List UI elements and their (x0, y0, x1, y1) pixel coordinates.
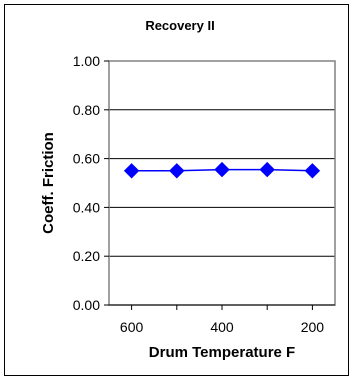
y-tick-label: 0.80 (73, 102, 100, 118)
x-tick-label: 400 (210, 319, 234, 335)
chart-frame: Recovery II 0.00 0.20 0.40 0.60 0.80 1.00 600 4… (4, 4, 349, 376)
data-point-diamond (304, 163, 321, 179)
y-tick-label: 0.00 (73, 297, 100, 313)
y-tick-label: 0.20 (73, 248, 100, 264)
chart-svg: Recovery II 0.00 0.20 0.40 0.60 0.80 1.00 600 4… (40, 18, 336, 361)
data-point-diamond (123, 163, 140, 179)
data-point-diamond (214, 161, 230, 178)
chart-title: Recovery II (145, 18, 214, 33)
tick-layer: 0.00 0.20 0.40 0.60 0.80 1.00 600 400 200 (73, 53, 335, 335)
x-tick-label: 200 (301, 319, 325, 335)
data-point-diamond (169, 163, 185, 179)
plot-area (108, 60, 336, 306)
x-tick-label: 600 (120, 319, 144, 335)
series-layer (123, 161, 321, 179)
x-axis-title: Drum Temperature F (149, 344, 295, 361)
y-tick-label: 0.60 (73, 151, 100, 167)
y-tick-label: 1.00 (73, 53, 100, 69)
grid-layer (109, 109, 335, 257)
y-tick-label: 0.40 (73, 199, 100, 215)
y-axis-title: Coeff. Friction (40, 132, 57, 234)
data-point-diamond (259, 161, 275, 178)
